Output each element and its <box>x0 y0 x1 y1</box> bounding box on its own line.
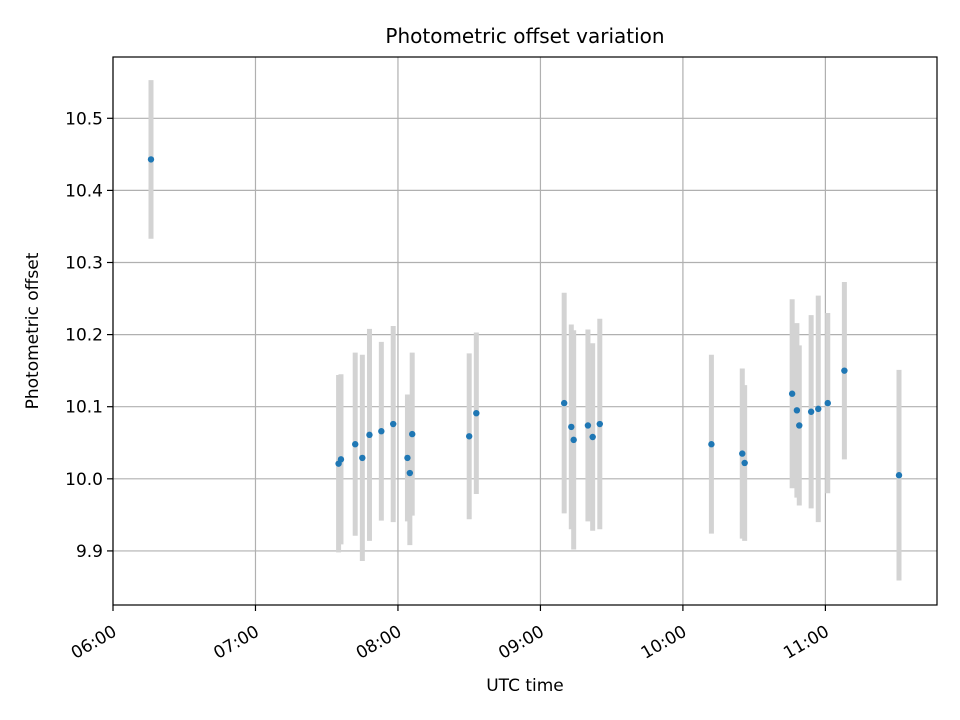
y-tick-label: 10.1 <box>65 398 103 418</box>
data-point <box>824 399 831 407</box>
data-point <box>841 367 848 374</box>
data-point <box>788 390 796 397</box>
data-point <box>589 433 596 441</box>
chart-title: Photometric offset variation <box>385 24 664 48</box>
data-point <box>465 433 473 440</box>
y-tick-label: 10.3 <box>65 254 103 274</box>
y-tick-label: 10.4 <box>65 181 103 201</box>
data-points <box>147 156 903 479</box>
plot-frame <box>112 56 938 606</box>
y-tick-label: 10.2 <box>65 326 103 346</box>
data-point <box>352 441 359 448</box>
data-point <box>584 422 592 429</box>
y-tick-label: 10.0 <box>65 470 103 490</box>
data-point <box>568 423 575 431</box>
data-point <box>596 420 604 428</box>
data-point <box>359 454 366 462</box>
grid <box>112 57 937 605</box>
y-tick-label: 9.9 <box>76 542 103 562</box>
data-point <box>741 459 748 467</box>
data-point <box>390 420 397 428</box>
data-point <box>378 428 385 435</box>
data-point <box>473 410 480 417</box>
data-point <box>793 407 801 414</box>
data-point <box>739 450 746 457</box>
data-point <box>815 405 822 413</box>
y-tick-label: 10.5 <box>65 109 103 129</box>
data-point <box>570 436 577 444</box>
data-point <box>406 469 414 477</box>
data-point <box>895 472 903 479</box>
data-point <box>796 422 803 429</box>
data-point <box>409 430 416 438</box>
data-point <box>807 408 815 415</box>
y-axis-label: Photometric offset <box>23 252 43 409</box>
data-point <box>337 456 345 463</box>
data-point <box>147 156 155 163</box>
data-point <box>708 441 715 448</box>
x-axis-label: UTC time <box>486 676 564 696</box>
data-point <box>560 399 568 407</box>
data-point <box>404 454 411 462</box>
data-point <box>366 431 373 439</box>
